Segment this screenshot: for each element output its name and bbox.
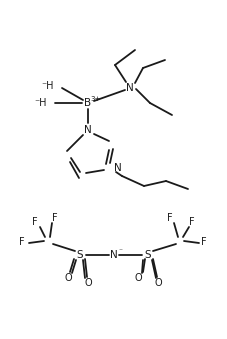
Text: F: F bbox=[200, 237, 206, 247]
Text: O: O bbox=[134, 273, 141, 283]
Text: N: N bbox=[110, 250, 117, 260]
Text: F: F bbox=[52, 213, 58, 223]
Text: N: N bbox=[84, 125, 91, 135]
Text: 3+: 3+ bbox=[90, 96, 101, 102]
Text: F: F bbox=[188, 217, 194, 227]
Text: O: O bbox=[153, 278, 161, 288]
Text: ⁻H: ⁻H bbox=[34, 98, 47, 108]
Text: N: N bbox=[126, 83, 133, 93]
Text: S: S bbox=[76, 250, 83, 260]
Text: ⁻H: ⁻H bbox=[41, 81, 54, 91]
Text: F: F bbox=[32, 217, 38, 227]
Text: S: S bbox=[144, 250, 151, 260]
Text: N: N bbox=[114, 163, 121, 173]
Text: O: O bbox=[64, 273, 72, 283]
Text: F: F bbox=[166, 213, 172, 223]
Text: F: F bbox=[19, 237, 25, 247]
Text: O: O bbox=[84, 278, 91, 288]
Text: B: B bbox=[84, 98, 91, 108]
Text: ⁻: ⁻ bbox=[118, 246, 121, 256]
